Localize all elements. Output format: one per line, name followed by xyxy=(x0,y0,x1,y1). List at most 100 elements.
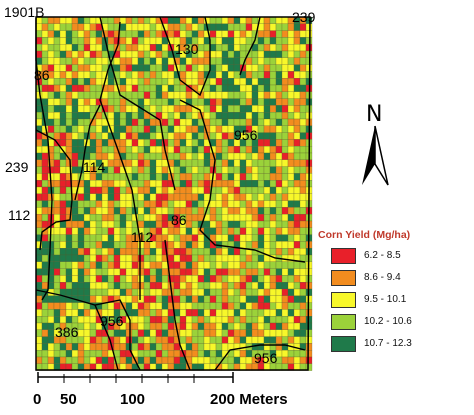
legend-items: 6.2 - 8.5 8.6 - 9.4 9.5 - 10.1 10.2 - 10.6 1… xyxy=(318,247,458,352)
yield-cell xyxy=(227,275,235,283)
yield-cell xyxy=(179,234,187,242)
yield-cell xyxy=(227,227,235,235)
yield-cell xyxy=(257,125,265,133)
yield-cell xyxy=(179,152,187,160)
field-label-956-bottom-left: 956 xyxy=(100,313,124,329)
boundary-line xyxy=(35,129,73,251)
yield-cell xyxy=(161,220,169,228)
yield-cell xyxy=(239,282,247,290)
yield-cell xyxy=(215,173,223,181)
yield-cell xyxy=(167,84,175,92)
yield-cell xyxy=(215,159,223,167)
yield-cell xyxy=(41,350,49,358)
yield-cell xyxy=(239,152,247,160)
yield-cell xyxy=(251,112,259,120)
yield-cell xyxy=(281,248,289,256)
yield-cell xyxy=(137,200,145,208)
yield-cell xyxy=(77,254,85,262)
yield-cell xyxy=(119,118,127,126)
yield-cell xyxy=(137,329,145,337)
yield-cell xyxy=(137,84,145,92)
yield-cell xyxy=(257,336,265,344)
yield-cell xyxy=(131,173,139,181)
yield-cell xyxy=(59,220,67,228)
yield-cell xyxy=(293,98,301,106)
yield-cell xyxy=(89,350,97,358)
yield-cell xyxy=(101,220,109,228)
yield-cell xyxy=(263,193,271,201)
yield-cell xyxy=(161,84,169,92)
yield-cell xyxy=(245,316,253,324)
yield-cell xyxy=(107,173,115,181)
yield-cell xyxy=(221,64,229,72)
yield-cell xyxy=(269,275,277,283)
yield-cell xyxy=(59,180,67,188)
yield-cell xyxy=(77,71,85,79)
yield-cell xyxy=(239,84,247,92)
yield-cell xyxy=(143,214,151,222)
yield-cell xyxy=(299,64,307,72)
yield-cell xyxy=(71,282,79,290)
yield-cell xyxy=(107,356,115,364)
yield-cell xyxy=(239,91,247,99)
yield-cell xyxy=(53,241,61,249)
yield-cell xyxy=(263,98,271,106)
yield-cell xyxy=(167,248,175,256)
yield-cell xyxy=(221,146,229,154)
yield-cell xyxy=(47,329,55,337)
yield-cell xyxy=(95,30,103,38)
yield-cell xyxy=(95,214,103,222)
yield-cell xyxy=(215,248,223,256)
yield-cell xyxy=(263,16,271,24)
yield-cell xyxy=(101,207,109,215)
yield-cell xyxy=(299,44,307,52)
yield-cell xyxy=(287,132,295,140)
yield-cell xyxy=(47,91,55,99)
yield-cell xyxy=(143,37,151,45)
yield-cell xyxy=(125,268,133,276)
yield-cell xyxy=(173,241,181,249)
yield-cell xyxy=(161,309,169,317)
yield-cell xyxy=(251,159,259,167)
yield-cell xyxy=(269,288,277,296)
yield-cell xyxy=(227,146,235,154)
yield-cell xyxy=(299,159,307,167)
yield-cell xyxy=(41,37,49,45)
yield-cell xyxy=(299,91,307,99)
yield-cell xyxy=(53,57,61,65)
yield-cell xyxy=(143,356,151,364)
yield-cell xyxy=(83,37,91,45)
yield-cell xyxy=(131,166,139,174)
boundary-line xyxy=(214,344,306,371)
yield-cell xyxy=(119,329,127,337)
yield-cell xyxy=(71,180,79,188)
yield-cell xyxy=(299,220,307,228)
yield-cell xyxy=(281,118,289,126)
yield-cell xyxy=(281,50,289,58)
yield-cell xyxy=(173,248,181,256)
yield-cell xyxy=(155,159,163,167)
yield-cell xyxy=(53,159,61,167)
yield-cell xyxy=(281,214,289,222)
yield-cell xyxy=(173,152,181,160)
yield-cell xyxy=(191,173,199,181)
yield-cell xyxy=(149,125,157,133)
yield-cell xyxy=(215,125,223,133)
yield-cell xyxy=(203,248,211,256)
yield-cell xyxy=(35,254,43,262)
yield-cell xyxy=(191,350,199,358)
yield-cell xyxy=(221,302,229,310)
yield-cell xyxy=(251,71,259,79)
yield-cell xyxy=(215,44,223,52)
yield-cell xyxy=(95,234,103,242)
yield-cell xyxy=(233,57,241,65)
yield-cell xyxy=(263,275,271,283)
yield-cell xyxy=(179,295,187,303)
yield-cell xyxy=(149,37,157,45)
yield-cell xyxy=(257,98,265,106)
yield-cell xyxy=(197,152,205,160)
yield-cell xyxy=(155,71,163,79)
yield-cell xyxy=(59,159,67,167)
yield-cell xyxy=(293,84,301,92)
yield-cell xyxy=(77,275,85,283)
